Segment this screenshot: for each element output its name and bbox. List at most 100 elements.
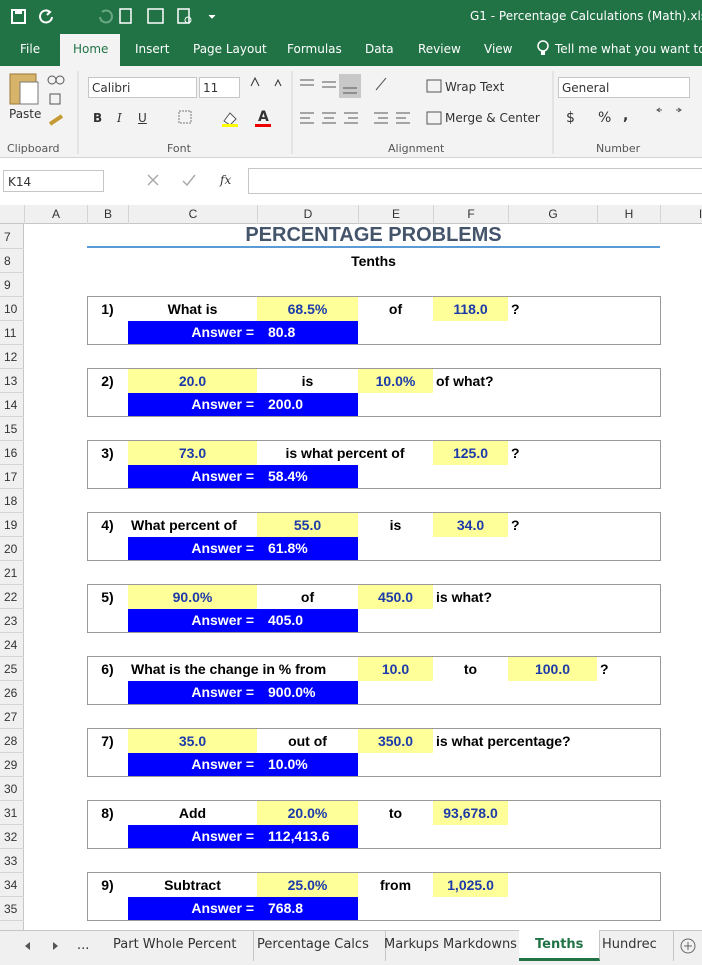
row-header: 18: [0, 489, 24, 513]
sheet-nav-arrows[interactable]: [20, 938, 70, 954]
row-header: 23: [0, 609, 24, 633]
wrap-text-button[interactable]: Wrap Text: [445, 80, 505, 94]
merge-center-button[interactable]: Merge & Center: [445, 111, 540, 125]
answer-value: 200.0: [268, 396, 304, 412]
problem-cell: of what?: [436, 373, 494, 389]
ribbon-tab[interactable]: Data: [365, 42, 394, 56]
group-label: Alignment: [388, 142, 445, 155]
problem-cell: is what percent of: [285, 445, 405, 461]
font-color-icon[interactable]: A: [258, 109, 269, 125]
row-header: 24: [0, 633, 24, 657]
ribbon-tab[interactable]: Page Layout: [193, 42, 267, 56]
row-header: 9: [0, 273, 24, 297]
problem-cell: Add: [178, 805, 207, 821]
sheet-tab[interactable]: Percentage Calcs: [241, 930, 386, 961]
group-label: Font: [167, 142, 191, 155]
problem-cell: 125.0: [433, 441, 508, 465]
column-header: B: [87, 205, 128, 224]
row-header: 33: [0, 849, 24, 873]
ribbon-tab[interactable]: View: [484, 42, 513, 56]
tell-me[interactable]: Tell me what you want to do: [555, 42, 702, 56]
problem-cell: What is: [167, 301, 218, 317]
problem-cell: 25.0%: [257, 873, 358, 897]
row-header: 14: [0, 393, 24, 417]
title-underline: [87, 246, 660, 248]
problem-box: [87, 800, 661, 849]
font-size-box[interactable]: 11: [199, 77, 240, 98]
paste-button[interactable]: Paste: [9, 107, 42, 121]
row-header: 32: [0, 825, 24, 849]
problem-cell: 68.5%: [257, 297, 358, 321]
row-header: 30: [0, 777, 24, 801]
answer-bar: [128, 753, 358, 776]
underline-button[interactable]: U: [138, 111, 147, 125]
column-header: I: [660, 205, 702, 224]
formula-icons: [147, 174, 196, 187]
currency-button[interactable]: $: [566, 110, 575, 126]
problem-cell: 20.0: [128, 369, 257, 393]
problem-cell: 55.0: [257, 513, 358, 537]
column-header: G: [508, 205, 597, 224]
ribbon-tab[interactable]: Home: [73, 42, 109, 56]
problem-box: [87, 440, 661, 489]
problem-cell: 3): [101, 445, 114, 461]
problem-cell: ?: [511, 301, 520, 317]
function-button[interactable]: fx: [220, 173, 232, 187]
add-sheet-button[interactable]: [679, 937, 697, 955]
answer-bar: [128, 321, 358, 344]
italic-button[interactable]: I: [117, 111, 122, 125]
percent-button[interactable]: %: [598, 110, 612, 126]
sheet-tab[interactable]: Part Whole Percent: [97, 930, 254, 961]
row-header: 22: [0, 585, 24, 609]
row-header: 16: [0, 441, 24, 465]
name-box[interactable]: K14: [3, 170, 104, 192]
ribbon-tab[interactable]: Formulas: [287, 42, 342, 56]
problem-cell: 35.0: [128, 729, 257, 753]
column-header: D: [257, 205, 358, 224]
ribbon-tab[interactable]: File: [20, 42, 41, 56]
answer-label: Answer =: [191, 324, 254, 340]
problem-cell: 73.0: [128, 441, 257, 465]
sheet-tab[interactable]: Tenths: [519, 930, 601, 961]
row-header: 35: [0, 897, 24, 921]
row-header: 27: [0, 705, 24, 729]
row-header: 11: [0, 321, 24, 345]
row-header: 31: [0, 801, 24, 825]
answer-label: Answer =: [191, 900, 254, 916]
sheet-tab[interactable]: Hundrec: [586, 930, 674, 961]
problem-cell: 10.0%: [358, 369, 433, 393]
answer-label: Answer =: [191, 828, 254, 844]
column-header: C: [128, 205, 257, 224]
file-name: G1 - Percentage Calculations (Math).xlsx…: [470, 9, 702, 23]
problem-cell: 118.0: [433, 297, 508, 321]
problem-box: [87, 512, 661, 561]
answer-value: 900.0%: [268, 684, 316, 700]
sheet-tab[interactable]: Markups Markdowns: [368, 930, 534, 961]
answer-value: 80.8: [268, 324, 296, 340]
column-header: A: [24, 205, 87, 224]
answer-bar: [128, 537, 358, 560]
row-header: 10: [0, 297, 24, 321]
comma-button[interactable]: ,: [623, 108, 629, 124]
row-header: 17: [0, 465, 24, 489]
problem-cell: 34.0: [433, 513, 508, 537]
problem-cell: 6): [101, 661, 114, 677]
formula-input[interactable]: [248, 168, 702, 194]
answer-label: Answer =: [191, 468, 254, 484]
answer-value: 112,413.6: [268, 828, 330, 844]
row-header: 12: [0, 345, 24, 369]
number-format-box[interactable]: General: [558, 77, 690, 98]
row-header: 13: [0, 369, 24, 393]
problem-cell: 9): [101, 877, 114, 893]
problem-cell: of: [300, 589, 315, 605]
sheet-subtitle: Tenths: [351, 253, 396, 269]
answer-value: 58.4%: [268, 468, 308, 484]
problem-cell: is: [301, 373, 314, 389]
problem-cell: 10.0: [358, 657, 433, 681]
bold-button[interactable]: B: [93, 111, 103, 125]
column-header: E: [358, 205, 433, 224]
font-name-box[interactable]: Calibri: [88, 77, 197, 98]
ribbon-tab[interactable]: Review: [418, 42, 461, 56]
ribbon-tab[interactable]: Insert: [135, 42, 170, 56]
sheet-tab-more: ...: [77, 938, 90, 953]
